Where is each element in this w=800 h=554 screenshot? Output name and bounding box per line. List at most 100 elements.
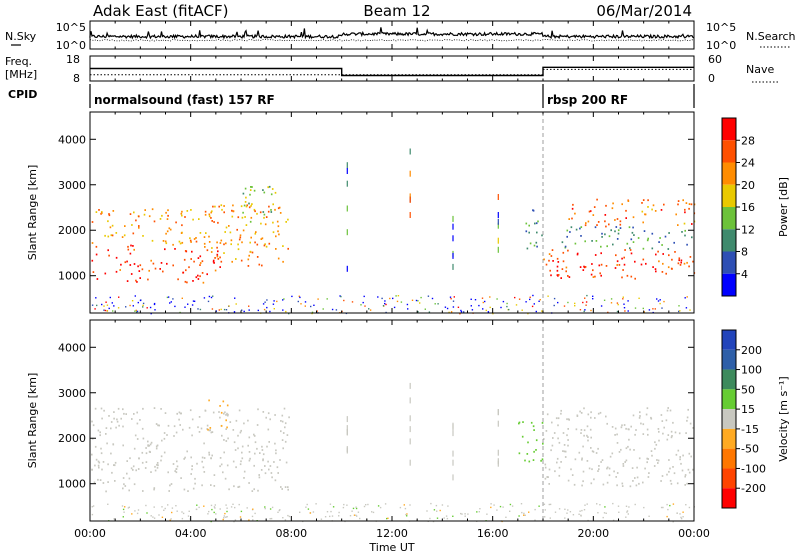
noise-cell: [191, 304, 194, 306]
noise-cell: [305, 506, 307, 508]
noise-cell: [105, 301, 107, 303]
data-cell: [545, 263, 548, 266]
data-cell: [98, 461, 101, 464]
data-cell: [216, 253, 219, 256]
data-cell: [600, 274, 602, 277]
data-cell: [123, 234, 126, 237]
noise-cell: [131, 513, 133, 515]
noise-cell: [497, 194, 499, 200]
noise-cell: [490, 506, 492, 509]
data-cell: [268, 441, 270, 443]
data-cell: [176, 412, 178, 415]
noise-cell: [445, 515, 448, 517]
data-cell: [641, 210, 644, 213]
data-cell: [262, 211, 265, 213]
data-cell: [642, 247, 645, 250]
noise-cell: [627, 310, 629, 312]
noise-cell: [511, 505, 514, 507]
data-cell: [122, 487, 124, 490]
data-cell: [214, 269, 217, 272]
data-cell: [592, 214, 595, 216]
noise-cell: [132, 305, 134, 307]
data-cell: [617, 232, 620, 235]
noise-cell: [96, 304, 98, 307]
data-cell: [217, 221, 219, 224]
noise-cell: [460, 512, 462, 515]
noise-cell: [529, 296, 531, 298]
data-cell: [684, 234, 686, 237]
noise-cell: [283, 298, 285, 300]
data-cell: [621, 257, 623, 260]
data-cell: [264, 243, 266, 246]
data-cell: [587, 220, 590, 223]
noise-cell: [452, 306, 455, 308]
noise-cell: [234, 506, 236, 509]
noise-cell: [193, 300, 196, 302]
noise-cell: [288, 312, 290, 315]
data-cell: [202, 281, 205, 284]
noise-cell: [435, 504, 438, 507]
data-cell: [267, 412, 270, 415]
data-cell: [130, 244, 132, 247]
colorbar-swatch: [722, 162, 736, 185]
station-title: Adak East (fitACF): [93, 2, 228, 20]
noise-cell: [572, 514, 575, 516]
data-cell: [675, 213, 677, 216]
data-cell: [658, 241, 660, 243]
noise-cell: [210, 504, 213, 507]
noise-cell: [393, 306, 396, 309]
data-cell: [124, 485, 127, 487]
data-cell: [253, 488, 255, 491]
noise-cell: [369, 309, 372, 311]
colorbar-swatch: [722, 448, 736, 469]
noise-cell: [111, 302, 113, 304]
data-cell: [581, 458, 583, 461]
data-cell: [624, 249, 626, 251]
noise-cell: [424, 308, 426, 310]
data-cell: [615, 476, 617, 478]
noise-cell: [123, 511, 125, 513]
data-cell: [616, 218, 619, 220]
data-cell: [216, 255, 219, 258]
data-cell: [124, 225, 126, 227]
data-cell: [258, 476, 261, 479]
data-cell: [266, 445, 268, 448]
data-cell: [524, 459, 526, 462]
data-cell: [602, 483, 605, 486]
data-cell: [257, 408, 259, 411]
data-cell: [687, 468, 690, 471]
data-cell: [191, 418, 194, 421]
noise-cell: [392, 297, 394, 300]
data-cell: [616, 238, 619, 240]
data-cell: [133, 447, 136, 450]
data-cell: [635, 429, 637, 431]
data-cell: [219, 416, 221, 419]
data-cell: [110, 427, 112, 430]
x-tick-label: 04:00: [175, 527, 207, 540]
data-cell: [261, 449, 264, 451]
data-cell: [563, 450, 566, 453]
data-cell: [615, 254, 617, 257]
colorbar-tick-label: 28: [741, 134, 755, 147]
colorbar-swatch: [722, 184, 736, 207]
data-cell: [599, 272, 601, 275]
data-cell: [604, 233, 606, 236]
data-cell: [279, 212, 282, 214]
noise-cell: [524, 514, 526, 516]
data-cell: [614, 219, 616, 221]
data-cell: [673, 241, 675, 244]
data-cell: [582, 445, 584, 448]
data-cell: [558, 441, 561, 444]
colorbar-tick-label: 15: [741, 403, 755, 416]
data-cell: [226, 426, 228, 429]
data-cell: [137, 468, 140, 470]
noise-cell: [213, 506, 216, 508]
noise-cell: [564, 508, 566, 510]
data-cell: [148, 215, 151, 218]
data-cell: [174, 470, 176, 472]
data-cell: [120, 263, 122, 266]
data-cell: [119, 269, 121, 271]
noise-cell: [452, 223, 454, 230]
data-cell: [550, 274, 552, 277]
data-cell: [629, 249, 632, 251]
